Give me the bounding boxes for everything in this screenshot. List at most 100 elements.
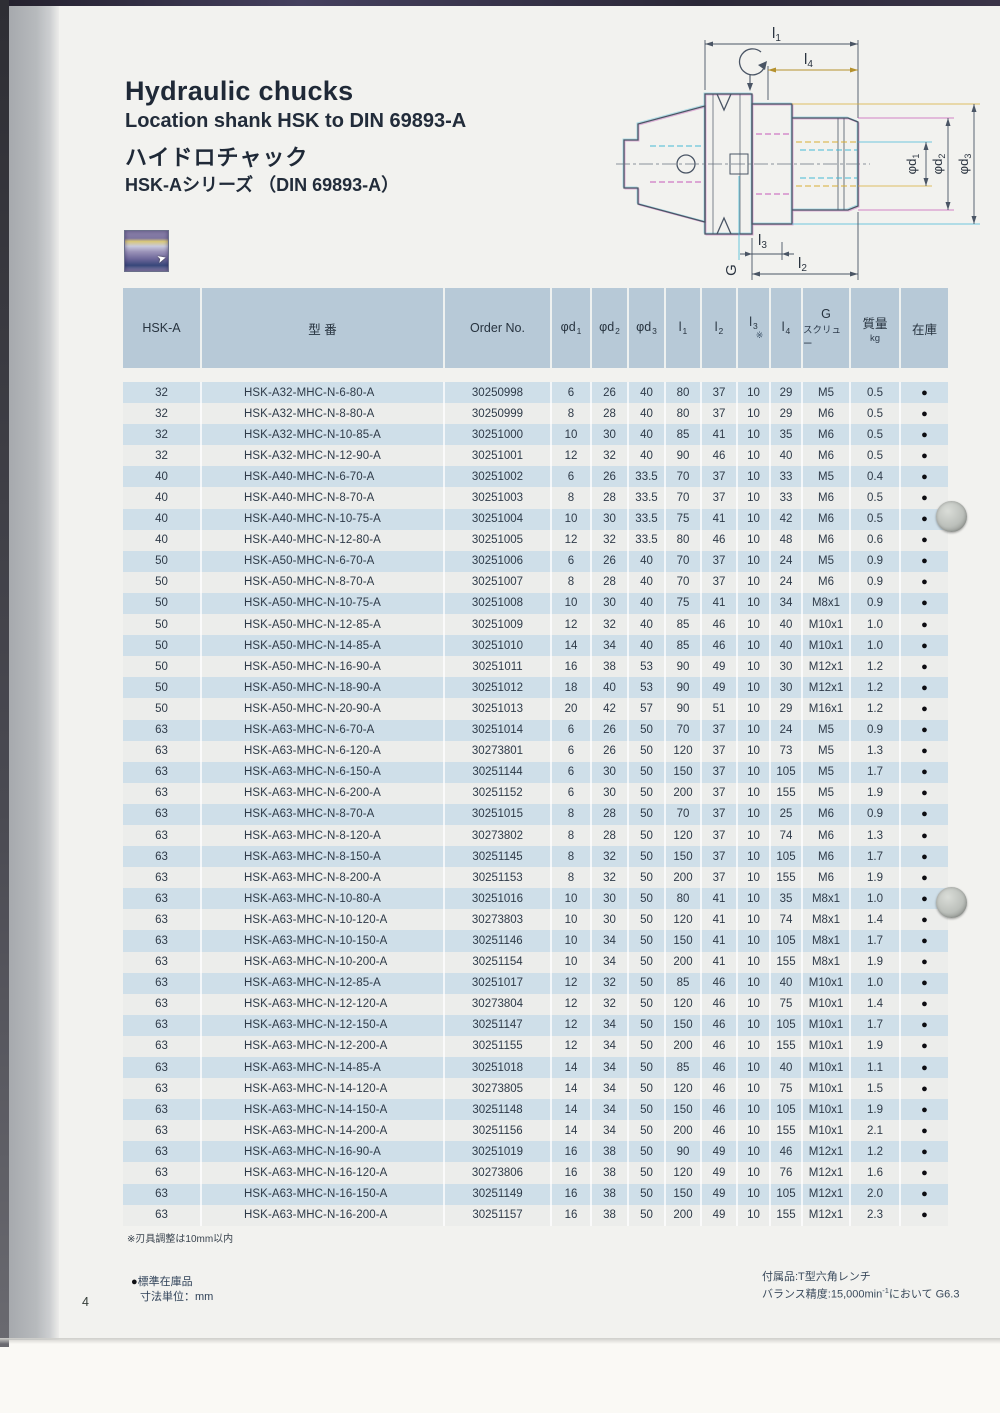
stock-dot: ● (899, 635, 948, 657)
table-row: 32 HSK-A32-MHC-N-12-90-A 30251001 12 32 40 90 4… (123, 445, 948, 467)
table-cell: 50 (155, 597, 168, 610)
scan-edge-top (0, 0, 1000, 6)
table-cell: 41 (700, 508, 736, 530)
table-cell: 14 (550, 1057, 590, 1079)
table-cell: 41 (700, 888, 736, 910)
table-cell: 10 (736, 1057, 769, 1079)
table-cell: 150 (664, 846, 700, 868)
column-header: l2 (700, 288, 736, 368)
table-cell: 155 (769, 951, 801, 973)
table-cell: 46 (700, 972, 736, 994)
table-cell: 12 (550, 529, 590, 551)
stock-dot: ● (899, 1057, 948, 1079)
table-cell: 2.3 (849, 1204, 899, 1226)
table-cell: HSK-A40-MHC-N-6-70-A (200, 466, 443, 488)
table-cell: 200 (664, 951, 700, 973)
table-cell: 50 (155, 576, 168, 589)
table-cell: HSK-A63-MHC-N-12-200-A (200, 1035, 443, 1057)
stock-dot: ● (899, 1183, 948, 1205)
table-cell: 38 (590, 1204, 627, 1226)
table-cell: 46 (700, 614, 736, 636)
table-cell: 8 (550, 487, 590, 509)
table-row: 63 HSK-A63-MHC-N-12-200-A 30251155 12 34 50 20… (123, 1035, 948, 1057)
table-cell: 24 (769, 550, 801, 572)
table-cell: 16 (550, 656, 590, 678)
table-cell: 10 (736, 403, 769, 425)
table-cell: 53 (627, 677, 664, 699)
table-row: 63 HSK-A63-MHC-N-6-150-A 30251144 6 30 50 150 3… (123, 761, 948, 783)
table-cell: 120 (664, 1162, 700, 1184)
table-cell: 105 (769, 930, 801, 952)
table-cell: 30273806 (443, 1162, 550, 1184)
table-cell: 10 (736, 382, 769, 404)
table-cell: M5 (801, 719, 849, 741)
table-cell: HSK-A50-MHC-N-20-90-A (200, 698, 443, 720)
stock-dot: ● (899, 445, 948, 467)
stock-dot: ● (899, 550, 948, 572)
table-cell: 40 (769, 614, 801, 636)
table-cell: 0.5 (849, 403, 899, 425)
table-cell: 75 (769, 1078, 801, 1100)
table-cell: 46 (769, 1141, 801, 1163)
table-cell: 30251012 (443, 677, 550, 699)
punch-hole (936, 887, 967, 918)
table-row: 63 HSK-A63-MHC-N-12-85-A 30251017 12 32 50 85 4… (123, 972, 948, 994)
table-cell: HSK-A63-MHC-N-14-85-A (200, 1057, 443, 1079)
table-cell: 34 (590, 1035, 627, 1057)
table-cell: 40 (627, 635, 664, 657)
table-cell: 37 (700, 719, 736, 741)
table-cell: 63 (155, 808, 168, 821)
column-header: φd1 (550, 288, 590, 368)
table-cell: 50 (155, 618, 168, 631)
table-cell: 30 (590, 909, 627, 931)
table-cell: 10 (736, 972, 769, 994)
table-cell: 1.2 (849, 1141, 899, 1163)
table-cell: 90 (664, 656, 700, 678)
table-cell: 46 (700, 993, 736, 1015)
table-cell: 30251149 (443, 1183, 550, 1205)
table-cell: 46 (700, 635, 736, 657)
table-cell: HSK-A63-MHC-N-16-150-A (200, 1183, 443, 1205)
table-cell: 63 (155, 1209, 168, 1222)
table-cell: 32 (155, 386, 168, 399)
table-cell: 30251001 (443, 445, 550, 467)
table-cell: 200 (664, 867, 700, 889)
table-cell: HSK-A63-MHC-N-8-150-A (200, 846, 443, 868)
table-cell: 0.9 (849, 571, 899, 593)
table-cell: 50 (627, 824, 664, 847)
table-cell: 6 (550, 761, 590, 783)
table-cell: 63 (155, 1145, 168, 1158)
table-cell: 1.9 (849, 951, 899, 973)
table-cell: 26 (590, 550, 627, 572)
table-cell: 10 (736, 1141, 769, 1163)
table-cell: 0.5 (849, 424, 899, 446)
table-cell: 105 (769, 846, 801, 868)
table-cell: 10 (736, 867, 769, 889)
stock-dot: ● (899, 571, 948, 593)
table-cell: 85 (664, 972, 700, 994)
table-cell: M5 (801, 761, 849, 783)
dim-label-g: G (723, 264, 740, 276)
table-cell: 30251007 (443, 571, 550, 593)
stock-legend-label: 標準在庫品 (137, 1276, 193, 1288)
table-cell: 30251146 (443, 930, 550, 952)
table-cell: 6 (550, 550, 590, 572)
table-cell: 46 (700, 445, 736, 467)
table-cell: 50 (627, 1183, 664, 1205)
table-cell: 37 (700, 782, 736, 804)
stock-dot-legend: ● (131, 1276, 138, 1288)
table-cell: M6 (801, 846, 849, 868)
table-cell: 30 (590, 592, 627, 615)
table-cell: M10x1 (801, 1035, 849, 1057)
table-cell: 35 (769, 424, 801, 446)
table-cell: M5 (801, 466, 849, 488)
table-cell: 40 (590, 677, 627, 699)
table-cell: 10 (736, 740, 769, 762)
table-cell: HSK-A50-MHC-N-18-90-A (200, 677, 443, 699)
table-cell: 6 (550, 719, 590, 741)
table-row: 50 HSK-A50-MHC-N-6-70-A 30251006 6 26 40 70 37 1… (123, 550, 948, 572)
table-cell: HSK-A32-MHC-N-12-90-A (200, 445, 443, 467)
table-cell: 28 (590, 803, 627, 825)
table-cell: 105 (769, 761, 801, 783)
stock-dot: ● (899, 719, 948, 741)
